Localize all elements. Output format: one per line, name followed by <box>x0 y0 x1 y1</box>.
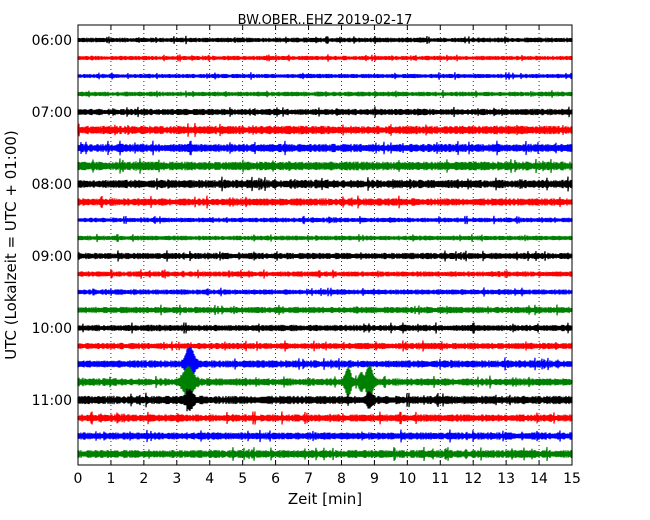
x-axis: 0 1 2 3 4 5 6 7 8 9 10 11 12 13 14 15 <box>74 25 581 487</box>
vertical-grid <box>110 25 540 465</box>
x-tick-label: 15 <box>563 471 581 487</box>
seismic-traces <box>77 35 573 462</box>
trace-0745 <box>77 158 573 174</box>
trace-1100 <box>77 388 573 412</box>
x-tick-label: 9 <box>370 471 379 487</box>
y-tick-label: 10:00 <box>32 321 72 337</box>
x-tick-label: 10 <box>398 471 416 487</box>
trace-1115 <box>77 411 573 425</box>
y-tick-label: 06:00 <box>32 33 72 49</box>
trace-1030 <box>77 346 573 382</box>
x-tick-label: 14 <box>530 471 548 487</box>
trace-0600 <box>77 35 573 45</box>
trace-1145 <box>77 446 573 462</box>
y-axis: 06:00 07:00 08:00 09:00 10:00 11:00 <box>32 33 572 409</box>
trace-0830 <box>77 215 573 225</box>
x-axis-label: Zeit [min] <box>288 490 362 508</box>
trace-0730 <box>77 140 573 156</box>
trace-0900 <box>77 250 573 262</box>
y-tick-label: 08:00 <box>32 177 72 193</box>
trace-1000 <box>77 322 573 334</box>
trace-0930 <box>77 287 573 297</box>
x-tick-label: 0 <box>74 471 83 487</box>
y-tick-label: 07:00 <box>32 105 72 121</box>
x-tick-label: 3 <box>172 471 181 487</box>
trace-0615 <box>77 54 573 62</box>
x-tick-label: 12 <box>464 471 482 487</box>
trace-0645 <box>77 89 573 99</box>
x-tick-label: 8 <box>337 471 346 487</box>
y-axis-label: UTC (Lokalzeit = UTC + 01:00) <box>2 130 20 360</box>
trace-0715 <box>77 123 573 137</box>
x-tick-label: 2 <box>139 471 148 487</box>
x-tick-label: 6 <box>271 471 280 487</box>
trace-0945 <box>77 304 573 316</box>
x-tick-label: 5 <box>238 471 247 487</box>
x-tick-label: 7 <box>304 471 313 487</box>
trace-0815 <box>77 195 573 209</box>
trace-1045 <box>77 365 573 399</box>
trace-0700 <box>77 106 573 118</box>
plot-frame <box>77 24 573 466</box>
trace-0800 <box>77 176 573 192</box>
x-tick-label: 4 <box>205 471 214 487</box>
x-tick-label: 13 <box>497 471 515 487</box>
trace-0630 <box>77 72 573 80</box>
trace-1015 <box>77 340 573 352</box>
trace-1130 <box>77 429 573 443</box>
x-tick-label: 11 <box>431 471 449 487</box>
y-tick-label: 11:00 <box>32 393 72 409</box>
trace-0915 <box>77 269 573 279</box>
trace-0845 <box>77 233 573 243</box>
y-tick-label: 09:00 <box>32 249 72 265</box>
chart-title: BW.OBER..EHZ 2019-02-17 <box>238 13 413 28</box>
x-tick-label: 1 <box>106 471 115 487</box>
